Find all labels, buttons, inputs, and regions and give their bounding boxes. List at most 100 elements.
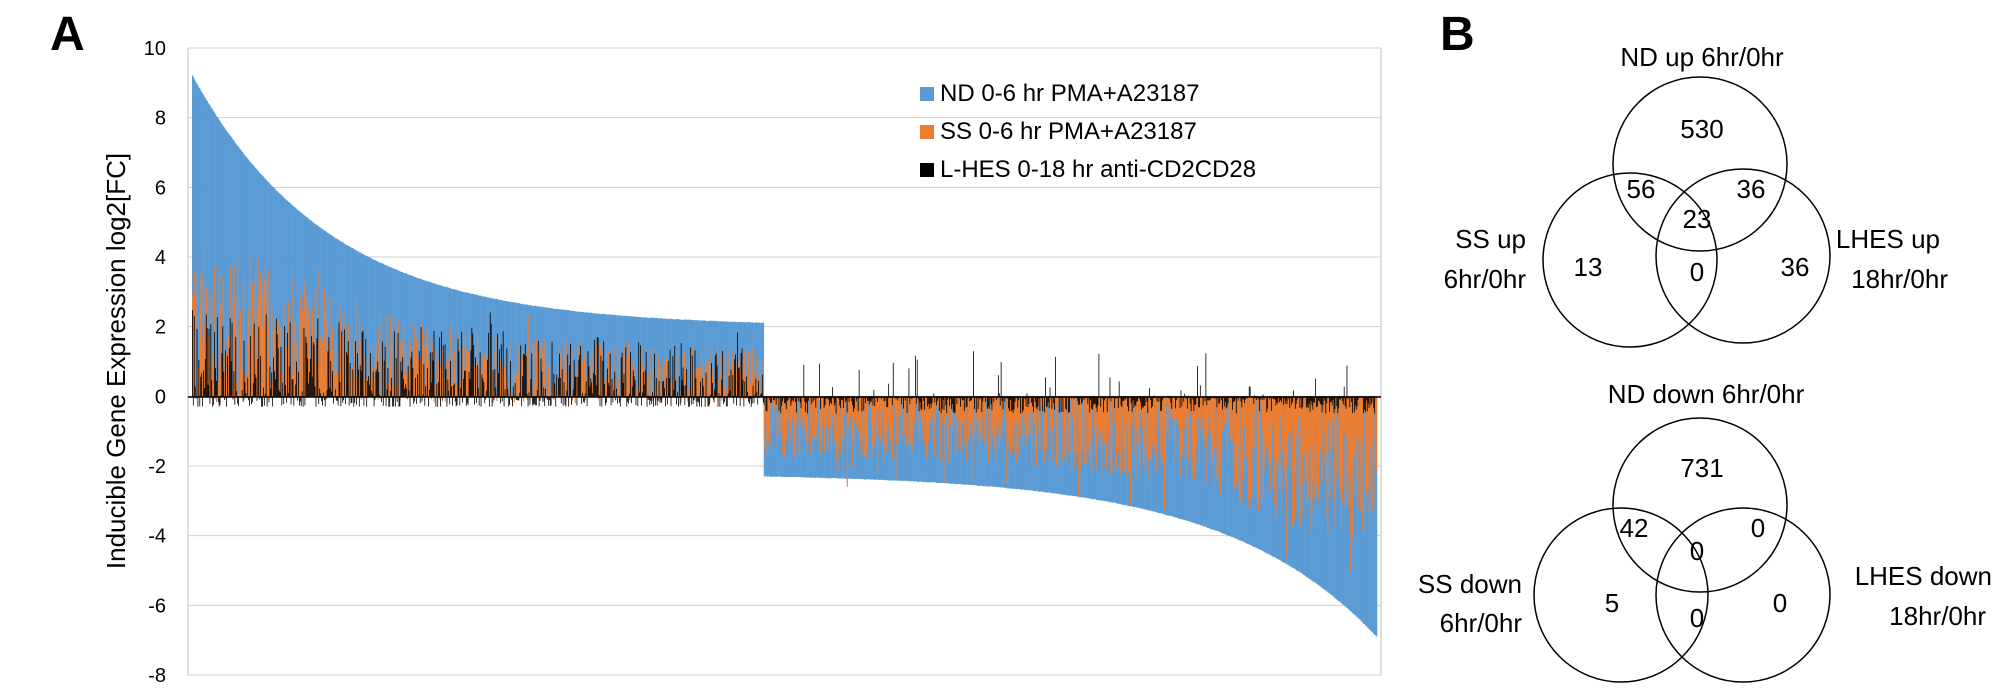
- bar-nd: [1200, 396, 1203, 526]
- bar-ss: [259, 283, 261, 397]
- bar-lhes: [264, 393, 266, 397]
- bar-nd: [1019, 396, 1021, 490]
- bar-nd: [915, 396, 918, 482]
- bar-ss: [823, 396, 825, 453]
- bar-ss: [601, 377, 603, 397]
- bar-nd: [208, 104, 210, 397]
- bar-lhes: [795, 396, 796, 403]
- bar-ss: [1342, 396, 1344, 431]
- bar-ss: [419, 361, 421, 397]
- bar-ss: [455, 385, 457, 397]
- bar-nd: [431, 282, 433, 397]
- bar-lhes: [363, 396, 365, 406]
- bar-nd: [581, 312, 583, 397]
- bar-nd: [772, 396, 774, 477]
- bar-nd: [368, 256, 370, 397]
- bar-ss: [1309, 396, 1311, 448]
- bar-nd: [1326, 396, 1328, 592]
- bar-nd: [282, 196, 284, 397]
- bar-ss: [480, 367, 482, 397]
- bar-nd: [1088, 396, 1090, 499]
- bar-lhes: [571, 396, 572, 405]
- bar-nd: [408, 274, 410, 397]
- bar-nd: [787, 396, 789, 478]
- bar-lhes: [663, 381, 665, 397]
- bar-nd: [821, 396, 824, 478]
- bar-ss: [1249, 396, 1251, 499]
- bar-ss: [1161, 396, 1163, 429]
- bar-nd: [991, 396, 993, 487]
- bar-nd: [634, 316, 636, 397]
- bar-nd: [914, 396, 917, 482]
- bar-lhes: [201, 373, 203, 397]
- bar-lhes: [312, 342, 314, 397]
- bar-lhes: [628, 396, 629, 404]
- bar-lhes: [561, 369, 563, 397]
- bar-nd: [925, 396, 927, 482]
- bar-nd: [387, 266, 389, 397]
- bar-lhes: [429, 389, 430, 397]
- bar-nd: [243, 154, 245, 397]
- bar-ss: [1252, 396, 1254, 500]
- bar-lhes: [807, 396, 808, 414]
- bar-nd: [370, 258, 373, 397]
- bar-ss: [709, 349, 711, 397]
- bar-nd: [703, 320, 706, 397]
- bar-ss: [549, 394, 551, 397]
- bar-ss: [872, 396, 874, 457]
- venn-diagram-down: ND down 6hr/0hr 731 42 0 0 5 0 0 SS down…: [1418, 379, 1992, 683]
- bar-ss: [536, 339, 538, 397]
- bar-lhes: [752, 385, 754, 397]
- bar-lhes: [651, 396, 653, 404]
- bar-lhes: [349, 362, 351, 397]
- bar-ss: [1244, 396, 1246, 427]
- venn-up-lhes-label-line1: LHES up: [1836, 224, 1940, 254]
- bar-lhes: [1094, 396, 1096, 405]
- bar-nd: [1175, 396, 1178, 518]
- bar-lhes: [747, 392, 748, 397]
- bar-lhes: [1357, 396, 1359, 400]
- bar-ss: [905, 396, 907, 446]
- bar-ss: [1334, 396, 1336, 526]
- bar-lhes: [1249, 386, 1251, 397]
- bar-ss: [1135, 396, 1137, 479]
- bar-ss: [855, 396, 857, 410]
- bar-lhes: [329, 388, 331, 397]
- bar-nd: [929, 396, 931, 483]
- bar-lhes: [833, 396, 835, 406]
- bar-nd: [1102, 396, 1104, 501]
- bar-lhes: [436, 383, 438, 397]
- bar-nd: [1213, 396, 1215, 531]
- bar-nd: [546, 307, 548, 397]
- bar-ss: [819, 396, 821, 435]
- bar-lhes: [1279, 396, 1281, 403]
- bar-ss: [707, 393, 709, 397]
- bar-nd: [921, 396, 923, 483]
- bar-lhes: [492, 370, 494, 397]
- bar-ss: [249, 253, 251, 397]
- bar-ss: [535, 338, 538, 397]
- bar-ss: [1317, 396, 1319, 421]
- bar-ss: [749, 382, 751, 397]
- bar-lhes: [680, 343, 682, 397]
- bar-lhes: [929, 396, 931, 405]
- bar-lhes: [463, 378, 464, 397]
- bar-nd: [371, 258, 374, 397]
- bar-nd: [322, 229, 324, 397]
- bar-lhes: [919, 396, 921, 403]
- bar-ss: [1357, 396, 1359, 510]
- bar-nd: [434, 283, 436, 397]
- bar-ss: [1183, 396, 1185, 417]
- bar-lhes: [696, 396, 698, 407]
- bar-lhes: [588, 366, 590, 397]
- bar-nd: [512, 302, 514, 397]
- bar-lhes: [1087, 396, 1089, 405]
- bar-nd: [284, 198, 286, 397]
- bar-lhes: [479, 352, 481, 397]
- bar-nd: [999, 396, 1002, 488]
- bar-ss: [907, 396, 909, 407]
- bar-lhes: [660, 396, 662, 400]
- bar-nd: [1355, 396, 1358, 617]
- bar-ss: [712, 368, 714, 397]
- bar-lhes: [1336, 396, 1338, 407]
